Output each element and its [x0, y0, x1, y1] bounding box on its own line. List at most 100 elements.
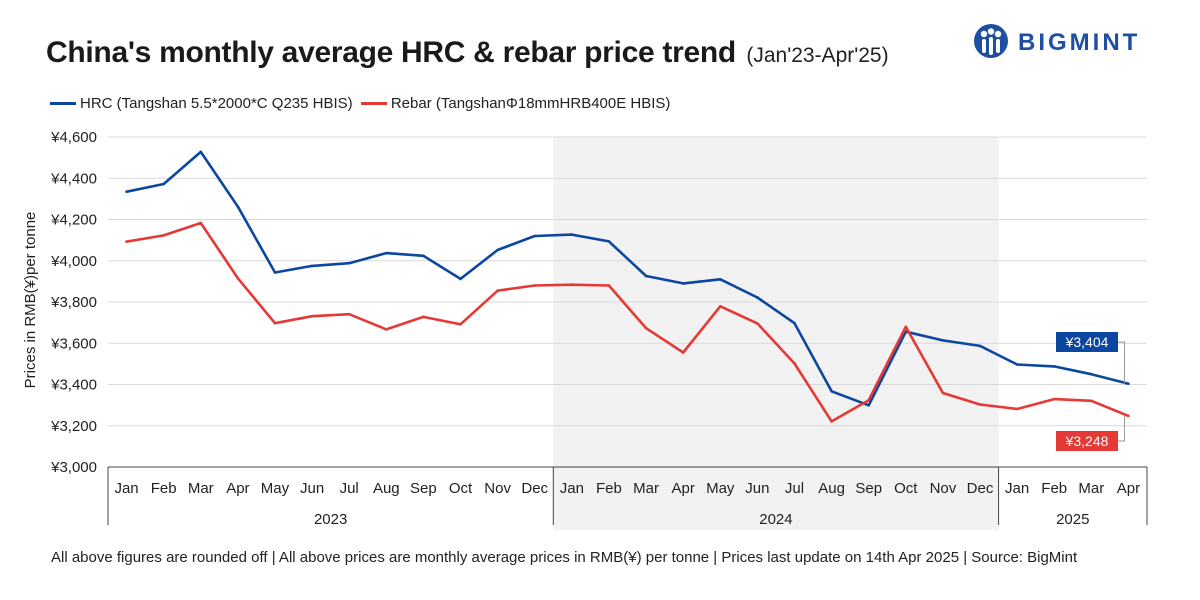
data-point-rebar: [681, 351, 685, 354]
x-tick-label: Feb: [596, 480, 622, 497]
x-tick-label: May: [261, 480, 290, 497]
bigmint-logo-icon: [974, 24, 1008, 58]
chart-title-block: China's monthly average HRC & rebar pric…: [46, 36, 889, 70]
chart-footnote: All above figures are rounded off | All …: [51, 549, 1078, 566]
value-callout-label-hrc: ¥3,404: [1065, 334, 1109, 350]
data-point-rebar: [570, 283, 574, 286]
data-point-rebar: [1127, 414, 1130, 418]
data-point-hrc: [904, 330, 908, 334]
data-point-rebar: [385, 328, 388, 331]
data-point-hrc: [607, 240, 611, 243]
x-tick-label: Oct: [894, 480, 918, 497]
data-point-hrc: [1052, 365, 1056, 368]
x-tick-label: Nov: [484, 480, 511, 497]
data-point-rebar: [941, 391, 945, 395]
data-point-rebar: [718, 305, 722, 308]
x-tick-label: May: [706, 480, 735, 497]
bigmint-logo: BIGMINT: [972, 22, 1162, 62]
x-tick-label: Dec: [521, 480, 548, 497]
x-tick-label: Mar: [1078, 480, 1104, 497]
x-tick-label: Nov: [930, 480, 957, 497]
data-point-rebar: [904, 325, 908, 329]
data-point-hrc: [1090, 372, 1093, 376]
x-tick-label: Jan: [1005, 480, 1029, 497]
chart-legend: HRC (Tangshan 5.5*2000*C Q235 HBIS) Reba…: [50, 92, 674, 112]
y-tick-label: ¥4,400: [50, 170, 97, 187]
data-point-hrc: [273, 271, 277, 274]
data-point-hrc: [422, 254, 425, 258]
year-label-2024: 2024: [759, 511, 792, 528]
callout-leader-hrc: [1118, 341, 1125, 384]
x-tick-label: Feb: [1041, 480, 1067, 497]
legend-item-rebar: Rebar (TangshanΦ18mmHRB400E HBIS): [360, 95, 670, 112]
data-point-hrc: [310, 264, 314, 268]
legend-swatch-rebar: [360, 102, 387, 105]
y-tick-label: ¥4,000: [50, 253, 97, 270]
data-point-hrc: [793, 321, 796, 325]
data-point-hrc: [681, 282, 685, 285]
data-point-rebar: [830, 420, 833, 423]
data-point-hrc: [830, 390, 833, 393]
y-axis-title: Prices in RMB(¥)per tonne: [22, 212, 39, 389]
x-tick-label: Feb: [151, 480, 177, 497]
data-point-hrc: [496, 248, 499, 252]
data-point-rebar: [422, 315, 425, 319]
callout-leader-rebar: [1118, 415, 1125, 442]
y-tick-label: ¥4,600: [50, 129, 97, 146]
data-point-rebar: [867, 398, 870, 402]
data-point-rebar: [793, 362, 796, 365]
data-point-hrc: [199, 150, 203, 154]
x-tick-label: Sep: [410, 480, 437, 497]
data-point-rebar: [236, 276, 240, 280]
data-point-hrc: [867, 404, 870, 407]
data-point-hrc: [347, 261, 351, 265]
year-label-2023: 2023: [314, 511, 347, 528]
data-point-rebar: [533, 284, 537, 287]
data-point-hrc: [978, 344, 982, 348]
x-tick-label: Jan: [114, 480, 138, 497]
x-tick-label: Aug: [818, 480, 845, 497]
x-tick-label: Aug: [373, 480, 400, 497]
shaded-band-2024: [553, 137, 999, 530]
x-tick-label: Oct: [449, 480, 473, 497]
chart-title: China's monthly average HRC & rebar pric…: [46, 36, 736, 69]
data-point-hrc: [1015, 363, 1019, 366]
legend-item-hrc: HRC (Tangshan 5.5*2000*C Q235 HBIS): [50, 95, 353, 112]
data-point-rebar: [496, 289, 499, 292]
y-tick-label: ¥4,200: [50, 212, 97, 229]
data-point-hrc: [533, 234, 537, 238]
data-point-rebar: [459, 322, 462, 326]
x-tick-label: Mar: [188, 480, 214, 497]
data-point-rebar: [1015, 407, 1019, 411]
y-tick-label: ¥3,000: [50, 459, 97, 476]
data-point-rebar: [273, 321, 277, 325]
data-point-hrc: [236, 205, 240, 209]
chart-subtitle: (Jan'23-Apr'25): [746, 44, 889, 67]
legend-swatch-hrc: [50, 102, 76, 105]
x-tick-label: Apr: [1117, 480, 1140, 497]
data-point-hrc: [162, 182, 165, 186]
x-tick-label: Dec: [967, 480, 994, 497]
data-point-rebar: [978, 403, 982, 406]
data-point-hrc: [718, 278, 722, 281]
x-tick-label: Jan: [560, 480, 584, 497]
year-label-2025: 2025: [1056, 511, 1089, 528]
data-point-hrc: [756, 296, 759, 299]
value-callout-box-rebar: [1056, 431, 1118, 451]
data-point-hrc: [941, 339, 945, 342]
data-point-rebar: [347, 312, 351, 316]
data-point-rebar: [1052, 397, 1056, 401]
data-point-hrc: [570, 233, 574, 236]
data-point-rebar: [199, 221, 203, 225]
x-tick-label: Apr: [671, 480, 694, 497]
data-point-hrc: [1127, 382, 1130, 385]
y-tick-label: ¥3,200: [50, 418, 97, 435]
y-tick-label: ¥3,800: [50, 294, 97, 311]
data-point-hrc: [644, 274, 648, 278]
data-point-rebar: [162, 234, 165, 237]
value-callout-label-rebar: ¥3,248: [1065, 433, 1109, 449]
data-point-rebar: [756, 322, 759, 325]
x-tick-label: Mar: [633, 480, 659, 497]
bigmint-logo-text: BIGMINT: [1018, 29, 1141, 56]
